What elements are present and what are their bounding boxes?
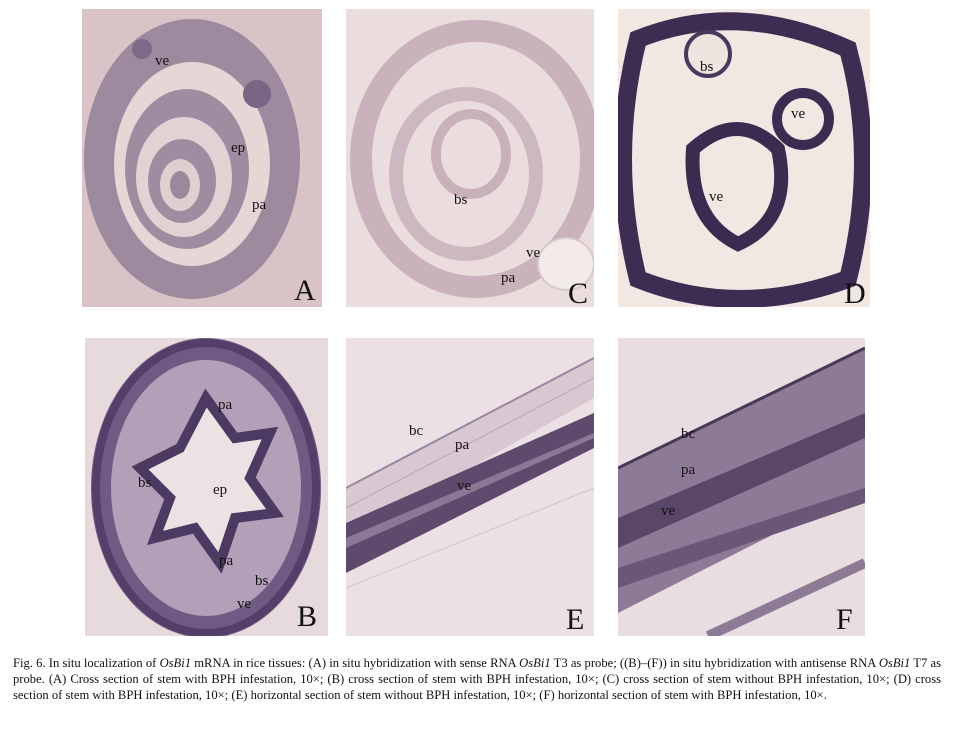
label-ve: ve — [661, 503, 676, 519]
panel-d-micrograph — [618, 9, 870, 307]
gene-name: OsBi1 — [878, 656, 911, 670]
label-bs: bs — [700, 59, 714, 75]
caption-text: mRNA in rice tissues: (A) in situ hybrid… — [191, 656, 520, 670]
panel-b-micrograph — [85, 338, 328, 636]
label-ep: ep — [213, 482, 228, 498]
caption-text: Fig. 6. In situ localization of — [13, 656, 160, 670]
label-bc: bc — [681, 426, 696, 442]
label-pa: pa — [501, 270, 516, 286]
panel-letter: F — [836, 603, 853, 636]
gene-name: OsBi1 — [519, 656, 551, 670]
panel-letter: C — [568, 277, 589, 307]
panel-e: bc pa ve E — [346, 338, 594, 636]
panel-d: bs ve ve D — [618, 9, 870, 307]
panel-a: ve ep pa A — [82, 9, 322, 307]
label-ep: ep — [231, 140, 246, 156]
label-ve: ve — [791, 106, 806, 122]
caption-text: T7 as probe. (A) Cross section of stem w… — [13, 656, 941, 702]
panel-letter: D — [844, 277, 866, 307]
label-bs: bs — [138, 475, 152, 491]
panel-c: bs ve pa C — [346, 9, 594, 307]
panel-letter: B — [297, 600, 318, 633]
panel-letter: E — [566, 603, 585, 636]
label-pa: pa — [681, 462, 696, 478]
gene-name: OsBi1 — [159, 656, 192, 670]
label-bc: bc — [409, 423, 424, 439]
label-pa: pa — [219, 553, 234, 569]
label-pa: pa — [455, 437, 470, 453]
panel-f-micrograph — [618, 338, 865, 636]
panel-b: pa bs ep pa bs ve B — [85, 338, 328, 636]
caption-text: T3 as probe; ((B)–(F)) in situ hybridiza… — [550, 656, 879, 670]
panel-c-micrograph — [346, 9, 594, 307]
label-bs: bs — [255, 573, 269, 589]
label-ve: ve — [237, 596, 252, 612]
figure-caption: Fig. 6. In situ localization of OsBi1 mR… — [13, 655, 941, 703]
label-ve: ve — [457, 478, 472, 494]
label-ve: ve — [155, 53, 170, 69]
label-bs: bs — [454, 192, 468, 208]
panel-f: bc pa ve F — [618, 338, 865, 636]
label-pa: pa — [252, 197, 267, 213]
panel-a-micrograph — [82, 9, 322, 307]
label-ve: ve — [526, 245, 541, 261]
panel-letter: A — [294, 274, 316, 307]
label-pa: pa — [218, 397, 233, 413]
label-ve: ve — [709, 189, 724, 205]
panel-e-micrograph — [346, 338, 594, 636]
